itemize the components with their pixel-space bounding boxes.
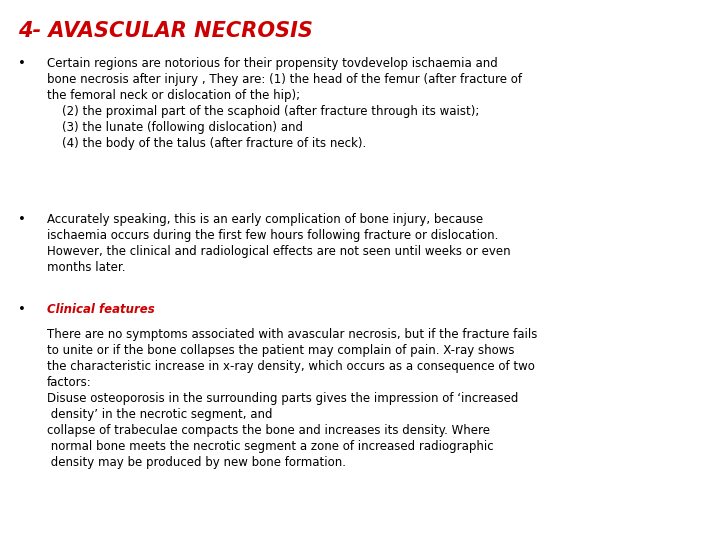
Text: 4- AVASCULAR NECROSIS: 4- AVASCULAR NECROSIS [18, 21, 313, 40]
Text: Clinical features: Clinical features [47, 303, 155, 316]
Text: •: • [18, 213, 26, 226]
Text: Certain regions are notorious for their propensity tovdevelop ischaemia and
bone: Certain regions are notorious for their … [47, 57, 522, 150]
Text: Accurately speaking, this is an early complication of bone injury, because
ischa: Accurately speaking, this is an early co… [47, 213, 510, 274]
Text: There are no symptoms associated with avascular necrosis, but if the fracture fa: There are no symptoms associated with av… [47, 328, 537, 469]
Text: •: • [18, 57, 26, 70]
Text: •: • [18, 303, 26, 316]
